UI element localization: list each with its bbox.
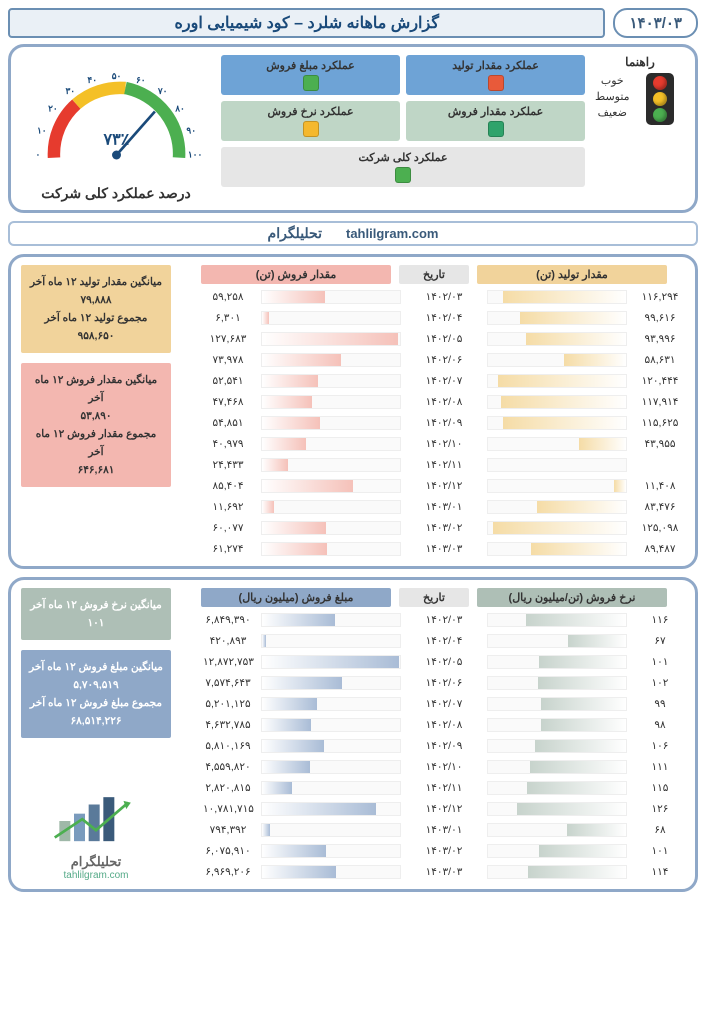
table-row: ۶۸۱۴۰۳/۰۱۷۹۴,۳۹۲ — [181, 821, 685, 839]
amount-side: میانگین نرخ فروش ۱۲ ماه آخر ۱۰۱ میانگین … — [21, 588, 171, 881]
kpi-sales-qty: عملکرد مقدار فروش — [406, 101, 585, 141]
svg-text:۰: ۰ — [35, 150, 40, 160]
logo: تحلیلگرام tahlilgram.com — [21, 791, 171, 881]
table-row: ۱۱,۴۰۸۱۴۰۲/۱۲۸۵,۴۰۴ — [181, 477, 685, 495]
table-row: ۹۹۱۴۰۲/۰۷۵,۲۰۱,۱۲۵ — [181, 695, 685, 713]
gauge-caption: درصد عملکرد کلی شرکت — [21, 185, 211, 202]
table-row: ۹۳,۹۹۶۱۴۰۲/۰۵۱۲۷,۶۸۳ — [181, 330, 685, 348]
head-date: تاریخ — [399, 265, 469, 284]
sale-qty-stats: میانگین مقدار فروش ۱۲ ماه آخر ۵۳,۸۹۰ مجم… — [21, 363, 171, 487]
qty-panel: مقدار تولید (تن) تاریخ مقدار فروش (تن) ۱… — [8, 254, 698, 569]
report-date: ۱۴۰۳/۰۳ — [613, 8, 698, 38]
svg-text:۳۰: ۳۰ — [65, 86, 75, 96]
kpi-sales-amount: عملکرد مبلغ فروش — [221, 55, 400, 95]
table-row: ۱۱۵,۶۲۵۱۴۰۲/۰۹۵۴,۸۵۱ — [181, 414, 685, 432]
svg-text:۸۰: ۸۰ — [174, 103, 185, 113]
kpi-production-qty: عملکرد مقدار تولید — [406, 55, 585, 95]
table-row: ۶۷۱۴۰۲/۰۴۴۲۰,۸۹۳ — [181, 632, 685, 650]
legend-title: راهنما — [595, 55, 685, 69]
logo-icon — [41, 791, 151, 851]
head-production: مقدار تولید (تن) — [477, 265, 667, 284]
svg-text:۵۰: ۵۰ — [111, 71, 121, 81]
amount-chart: نرخ فروش (تن/میلیون ریال) تاریخ مبلغ فرو… — [181, 588, 685, 881]
kpi-sales-rate: عملکرد نرخ فروش — [221, 101, 400, 141]
table-row: ۱۰۱۱۴۰۲/۰۵۱۲,۸۷۲,۷۵۳ — [181, 653, 685, 671]
rate-stats: میانگین نرخ فروش ۱۲ ماه آخر ۱۰۱ — [21, 588, 171, 640]
svg-text:۲۰: ۲۰ — [48, 103, 58, 113]
table-row: ۱۲۵,۰۹۸۱۴۰۳/۰۲۶۰,۰۷۷ — [181, 519, 685, 537]
head-rate: نرخ فروش (تن/میلیون ریال) — [477, 588, 667, 607]
table-row: ۱۰۲۱۴۰۲/۰۶۷,۵۷۴,۶۴۳ — [181, 674, 685, 692]
table-row: ۱۲۰,۴۴۴۱۴۰۲/۰۷۵۲,۵۴۱ — [181, 372, 685, 390]
table-row: ۵۸,۶۳۱۱۴۰۲/۰۶۷۳,۹۷۸ — [181, 351, 685, 369]
table-row: ۱۱۶۱۴۰۲/۰۳۶,۸۴۹,۳۹۰ — [181, 611, 685, 629]
table-row: ۱۰۱۱۴۰۳/۰۲۶,۰۷۵,۹۱۰ — [181, 842, 685, 860]
svg-text:۴۰: ۴۰ — [87, 75, 97, 85]
prod-stats: میانگین مقدار تولید ۱۲ ماه آخر ۷۹,۸۸۸ مج… — [21, 265, 171, 353]
svg-text:۹۰: ۹۰ — [186, 125, 196, 135]
legend: راهنما خوب متوسط ضعیف — [595, 55, 685, 202]
svg-text:۱۰: ۱۰ — [36, 125, 46, 135]
table-row: ۱۲۶۱۴۰۲/۱۲۱۰,۷۸۱,۷۱۵ — [181, 800, 685, 818]
amount-stats: میانگین مبلغ فروش ۱۲ ماه آخر ۵,۷۰۹,۵۱۹ م… — [21, 650, 171, 738]
table-row: ۱۴۰۲/۱۱۲۴,۴۳۳ — [181, 456, 685, 474]
head-amount: مبلغ فروش (میلیون ریال) — [201, 588, 391, 607]
svg-text:۶۰: ۶۰ — [135, 75, 145, 85]
kpi-grid: عملکرد مقدار تولید عملکرد مبلغ فروش عملک… — [221, 55, 585, 202]
table-row: ۴۳,۹۵۵۱۴۰۲/۱۰۴۰,۹۷۹ — [181, 435, 685, 453]
head-date2: تاریخ — [399, 588, 469, 607]
table-row: ۱۰۶۱۴۰۲/۰۹۵,۸۱۰,۱۶۹ — [181, 737, 685, 755]
gauge: ۷۳٪ ۰ ۱۰ ۲۰ ۳۰ ۴۰ ۵۰ ۶۰ ۷۰ ۸۰ ۹۰ ۱۰۰ درصد عملکرد ک… — [21, 55, 211, 202]
brand-en: tahlilgram.com — [346, 226, 438, 241]
table-row: ۱۱۵۱۴۰۲/۱۱۲,۸۲۰,۸۱۵ — [181, 779, 685, 797]
svg-text:۱۰۰: ۱۰۰ — [187, 150, 201, 160]
table-row: ۱۱۶,۲۹۴۱۴۰۲/۰۳۵۹,۲۵۸ — [181, 288, 685, 306]
table-row: ۱۱۱۱۴۰۲/۱۰۴,۵۵۹,۸۲۰ — [181, 758, 685, 776]
qty-chart: مقدار تولید (تن) تاریخ مقدار فروش (تن) ۱… — [181, 265, 685, 558]
report-title: گزارش ماهانه شلرد – کود شیمیایی اوره — [8, 8, 605, 38]
amount-panel: نرخ فروش (تن/میلیون ریال) تاریخ مبلغ فرو… — [8, 577, 698, 892]
table-row: ۸۹,۴۸۷۱۴۰۳/۰۳۶۱,۲۷۴ — [181, 540, 685, 558]
brand-bar: tahlilgram.com تحلیلگرام — [8, 221, 698, 246]
kpi-overall: عملکرد کلی شرکت — [221, 147, 585, 187]
header: ۱۴۰۳/۰۳ گزارش ماهانه شلرد – کود شیمیایی … — [8, 8, 698, 38]
svg-text:۷۳٪: ۷۳٪ — [102, 130, 129, 148]
table-row: ۹۹,۶۱۶۱۴۰۲/۰۴۶,۳۰۱ — [181, 309, 685, 327]
traffic-light-icon — [646, 73, 674, 125]
brand-fa: تحلیلگرام — [268, 225, 322, 242]
legend-labels: خوب متوسط ضعیف — [595, 73, 630, 129]
table-row: ۱۱۷,۹۱۴۱۴۰۲/۰۸۴۷,۴۶۸ — [181, 393, 685, 411]
gauge-icon: ۷۳٪ ۰ ۱۰ ۲۰ ۳۰ ۴۰ ۵۰ ۶۰ ۷۰ ۸۰ ۹۰ ۱۰۰ — [24, 55, 209, 180]
table-row: ۱۱۴۱۴۰۳/۰۳۶,۹۶۹,۲۰۶ — [181, 863, 685, 881]
table-row: ۹۸۱۴۰۲/۰۸۴,۶۳۲,۷۸۵ — [181, 716, 685, 734]
svg-text:۷۰: ۷۰ — [156, 86, 167, 96]
head-sales-qty: مقدار فروش (تن) — [201, 265, 391, 284]
summary-panel: راهنما خوب متوسط ضعیف عملکرد مقدار تولید… — [8, 44, 698, 213]
table-row: ۸۳,۴۷۶۱۴۰۳/۰۱۱۱,۶۹۲ — [181, 498, 685, 516]
qty-side: میانگین مقدار تولید ۱۲ ماه آخر ۷۹,۸۸۸ مج… — [21, 265, 171, 558]
